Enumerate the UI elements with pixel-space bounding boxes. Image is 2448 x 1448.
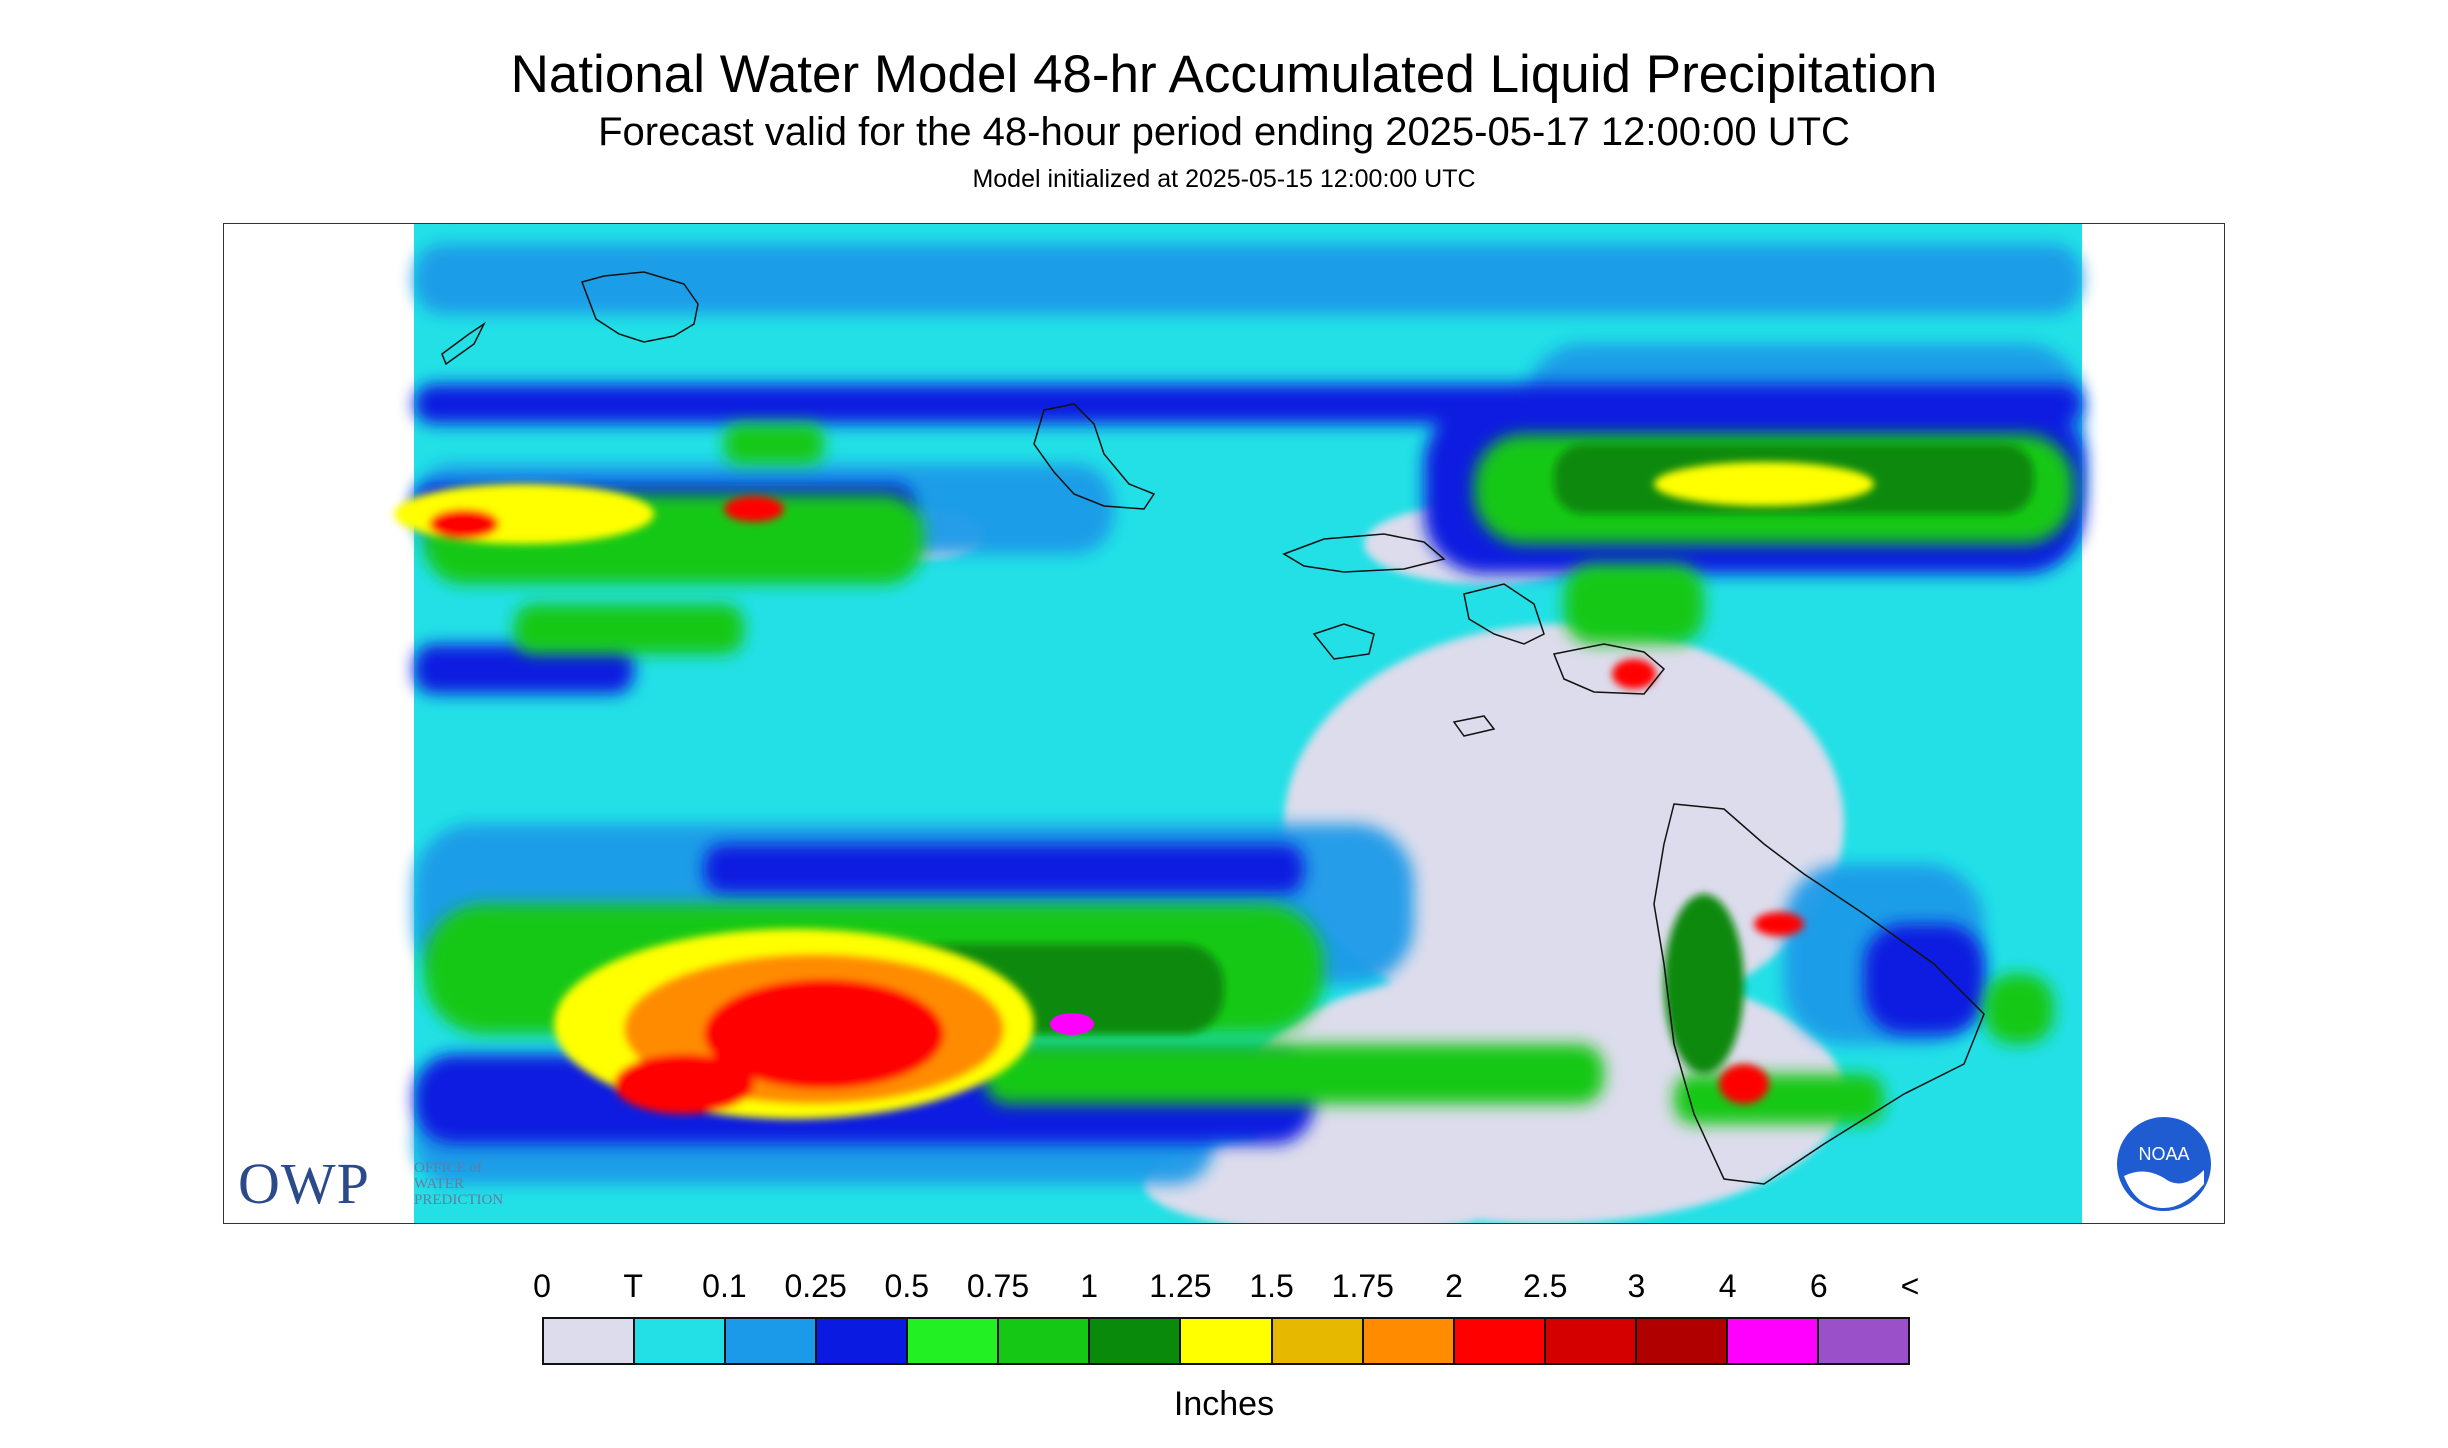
legend-swatch bbox=[726, 1319, 818, 1363]
legend-tick-label: 0 bbox=[533, 1268, 551, 1304]
max-precip-core bbox=[1050, 1013, 1094, 1035]
chart-subtitle: Forecast valid for the 48-hour period en… bbox=[598, 110, 1850, 154]
noaa-logo-icon: NOAA bbox=[2115, 1115, 2213, 1213]
legend-swatch bbox=[1545, 1319, 1637, 1363]
legend-tick-label: 3 bbox=[1627, 1268, 1646, 1304]
legend-swatch bbox=[544, 1319, 636, 1363]
legend-swatch bbox=[1818, 1319, 1908, 1363]
legend-swatch bbox=[1272, 1319, 1364, 1363]
model-init-time: Model initialized at 2025-05-15 12:00:00… bbox=[972, 165, 1476, 193]
legend-swatch bbox=[1363, 1319, 1455, 1363]
legend-swatch bbox=[999, 1319, 1091, 1363]
legend-tick-label: 1.25 bbox=[1149, 1268, 1212, 1304]
legend-tick-label: 0.25 bbox=[784, 1268, 847, 1304]
legend-swatch bbox=[635, 1319, 727, 1363]
precip-field bbox=[394, 224, 2084, 1223]
legend-swatch bbox=[1181, 1319, 1273, 1363]
island-outlines bbox=[441, 271, 1985, 1185]
legend-swatch bbox=[1090, 1319, 1182, 1363]
legend-tick-label: 1 bbox=[1080, 1268, 1099, 1304]
legend-swatch bbox=[1454, 1319, 1546, 1363]
svg-text:NOAA: NOAA bbox=[2138, 1144, 2189, 1164]
legend-tick-label: T bbox=[623, 1268, 643, 1304]
legend-tick-label: 6 bbox=[1809, 1268, 1828, 1304]
legend-units: Inches bbox=[1173, 1385, 1275, 1423]
legend-tick-label: 0.75 bbox=[966, 1268, 1030, 1304]
chart-title: National Water Model 48-hr Accumulated L… bbox=[510, 45, 1938, 104]
heavy-precip-core bbox=[394, 462, 1874, 1119]
legend-tick-label: 1.5 bbox=[1249, 1268, 1294, 1304]
legend-swatch bbox=[908, 1319, 1000, 1363]
legend-colorbar bbox=[542, 1317, 1910, 1365]
legend-swatch bbox=[817, 1319, 909, 1363]
legend-tick-label: 2 bbox=[1445, 1268, 1463, 1304]
legend-tick-label: 0.1 bbox=[702, 1268, 747, 1304]
owp-logo: OWP OFFICE of WATER PREDICTION bbox=[238, 1151, 504, 1216]
legend-swatch bbox=[1636, 1319, 1728, 1363]
legend-tick-label: 0.5 bbox=[884, 1268, 930, 1304]
legend-tick-label: < bbox=[1900, 1268, 1920, 1304]
legend-tick-label: 1.75 bbox=[1331, 1268, 1394, 1304]
precipitation-map: OWP OFFICE of WATER PREDICTION NOAA bbox=[223, 223, 2225, 1224]
legend-tick-label: 2.5 bbox=[1522, 1268, 1568, 1304]
legend-tick-label: 4 bbox=[1718, 1268, 1737, 1304]
legend-swatch bbox=[1727, 1319, 1819, 1363]
